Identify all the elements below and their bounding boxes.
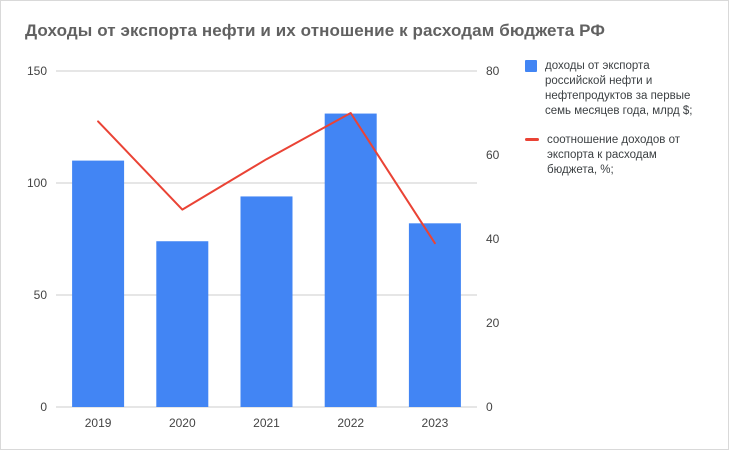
line-series-label: соотношение доходов от экспорта к расход… [547,133,680,176]
bar [156,241,209,407]
right-axis-tick-label: 60 [486,148,500,162]
left-axis-tick-label: 50 [34,288,48,302]
right-axis-tick-label: 0 [486,400,493,414]
x-axis-category-label: 2023 [422,416,449,430]
line-series-swatch-icon [525,137,539,141]
x-axis-category-label: 2021 [253,416,280,430]
chart-legend: доходы от экспорта российской нефти и не… [525,59,707,178]
x-axis-category-label: 2019 [85,416,112,430]
chart-title: Доходы от экспорта нефти и их отношение … [25,21,605,40]
left-axis-tick-label: 150 [27,64,47,78]
x-axis-category-label: 2022 [337,416,364,430]
left-axis-tick-label: 100 [27,176,47,190]
right-axis-tick-label: 20 [486,316,500,330]
bar [324,113,377,407]
bar-series-swatch-icon [525,60,537,72]
bar [72,160,125,407]
right-axis-tick-label: 40 [486,232,500,246]
left-axis-tick-label: 0 [40,400,47,414]
bar [408,223,461,407]
legend-item-bar-series: доходы от экспорта российской нефти и не… [525,59,707,119]
x-axis-category-label: 2020 [169,416,196,430]
bar [240,196,293,407]
bar-series-label: доходы от экспорта российской нефти и не… [545,60,693,117]
legend-item-line-series: соотношение доходов от экспорта к расход… [525,133,707,178]
right-axis-tick-label: 80 [486,64,500,78]
ratio-line [97,112,436,245]
